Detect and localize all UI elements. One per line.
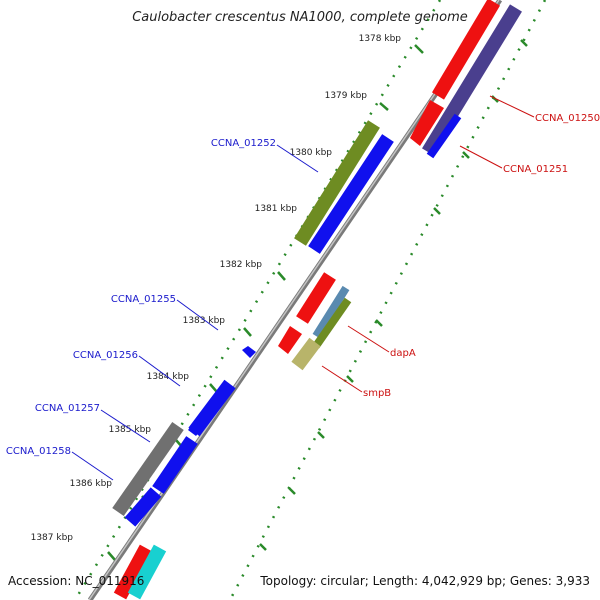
- leader-ccna-01252: [276, 144, 319, 173]
- cds-smpb[interactable]: [291, 337, 321, 371]
- cds-ccna-01256-body[interactable]: [188, 379, 236, 437]
- cds-dapa-head[interactable]: [278, 326, 302, 354]
- tick-label: 1385 kbp: [109, 425, 152, 435]
- label-ccna-01256[interactable]: CCNA_01256: [73, 350, 138, 361]
- cds-steel[interactable]: [312, 285, 350, 339]
- cds-ccna-01255[interactable]: [242, 346, 256, 358]
- outer-tick: [462, 151, 470, 159]
- leader-ccna-01255: [176, 299, 219, 331]
- tick-label: 1387 kbp: [31, 533, 74, 543]
- cds-dapa[interactable]: [296, 272, 336, 324]
- cds-blue-long[interactable]: [308, 134, 394, 254]
- label-ccna-01257[interactable]: CCNA_01257: [35, 403, 100, 414]
- outer-tick: [375, 319, 383, 327]
- outer-tick: [259, 543, 267, 551]
- cds-olive-small[interactable]: [312, 297, 352, 349]
- label-ccna-01251[interactable]: CCNA_01251: [503, 164, 568, 175]
- genome-backbone: [87, 0, 503, 600]
- leader-ccna-01257: [100, 409, 151, 443]
- outer-tick: [288, 487, 296, 495]
- outer-strand-features: [113, 0, 522, 600]
- leader-dapa: [347, 325, 390, 353]
- tick-label: 1380 kbp: [290, 148, 333, 158]
- cds-bottom-cyan[interactable]: [127, 544, 167, 600]
- label-ccna-01250[interactable]: CCNA_01250: [535, 113, 600, 124]
- tick-1384: [209, 383, 218, 393]
- leader-ccna-01258: [71, 451, 114, 481]
- cds-ccna-01258-b[interactable]: [124, 487, 162, 527]
- tick-label: 1379 kbp: [325, 91, 368, 101]
- label-ccna-01252[interactable]: CCNA_01252: [211, 138, 276, 149]
- tick-1378: [414, 44, 424, 54]
- accession-text: Accession: NC_011916: [8, 574, 145, 588]
- map-title: Caulobacter crescentus NA1000, complete …: [132, 10, 468, 25]
- leader-ccna-01256: [138, 355, 181, 387]
- outer-tick: [433, 207, 441, 215]
- cds-red-top[interactable]: [431, 0, 501, 100]
- tick-1382: [277, 271, 286, 281]
- outer-tick: [346, 375, 354, 383]
- tick-1379: [379, 102, 389, 111]
- cds-ccna-01252[interactable]: [294, 120, 380, 246]
- leader-ccna-01250: [489, 95, 535, 118]
- cds-bottom-red[interactable]: [113, 544, 153, 600]
- outer-dotted-ring: [228, 0, 547, 600]
- label-dapa[interactable]: dapA: [390, 348, 416, 359]
- leader-smpb: [321, 365, 363, 393]
- leader-ccna-01251: [459, 145, 503, 169]
- inner-strand-features: [112, 120, 394, 527]
- tick-label: 1378 kbp: [359, 34, 402, 44]
- cds-ccna-01251[interactable]: [426, 113, 462, 159]
- tick-label: 1383 kbp: [183, 316, 226, 326]
- label-ccna-01258[interactable]: CCNA_01258: [6, 446, 71, 457]
- cds-ccna-01257[interactable]: [112, 421, 184, 517]
- tick-1387: [107, 551, 116, 561]
- tick-label: 1382 kbp: [220, 260, 263, 270]
- outer-tick: [317, 431, 325, 439]
- tick-label: 1381 kbp: [255, 204, 298, 214]
- topology-text: Topology: circular; Length: 4,042,929 bp…: [260, 574, 590, 588]
- label-ccna-01255[interactable]: CCNA_01255: [111, 294, 176, 305]
- cds-ccna-01249[interactable]: [422, 4, 522, 156]
- outer-tick: [520, 39, 528, 47]
- tick-1383: [243, 327, 252, 337]
- cds-red-arrow[interactable]: [410, 100, 444, 146]
- label-smpb[interactable]: smpB: [363, 388, 391, 399]
- tick-label: 1386 kbp: [70, 479, 113, 489]
- cds-ccna-01258-a[interactable]: [152, 436, 198, 494]
